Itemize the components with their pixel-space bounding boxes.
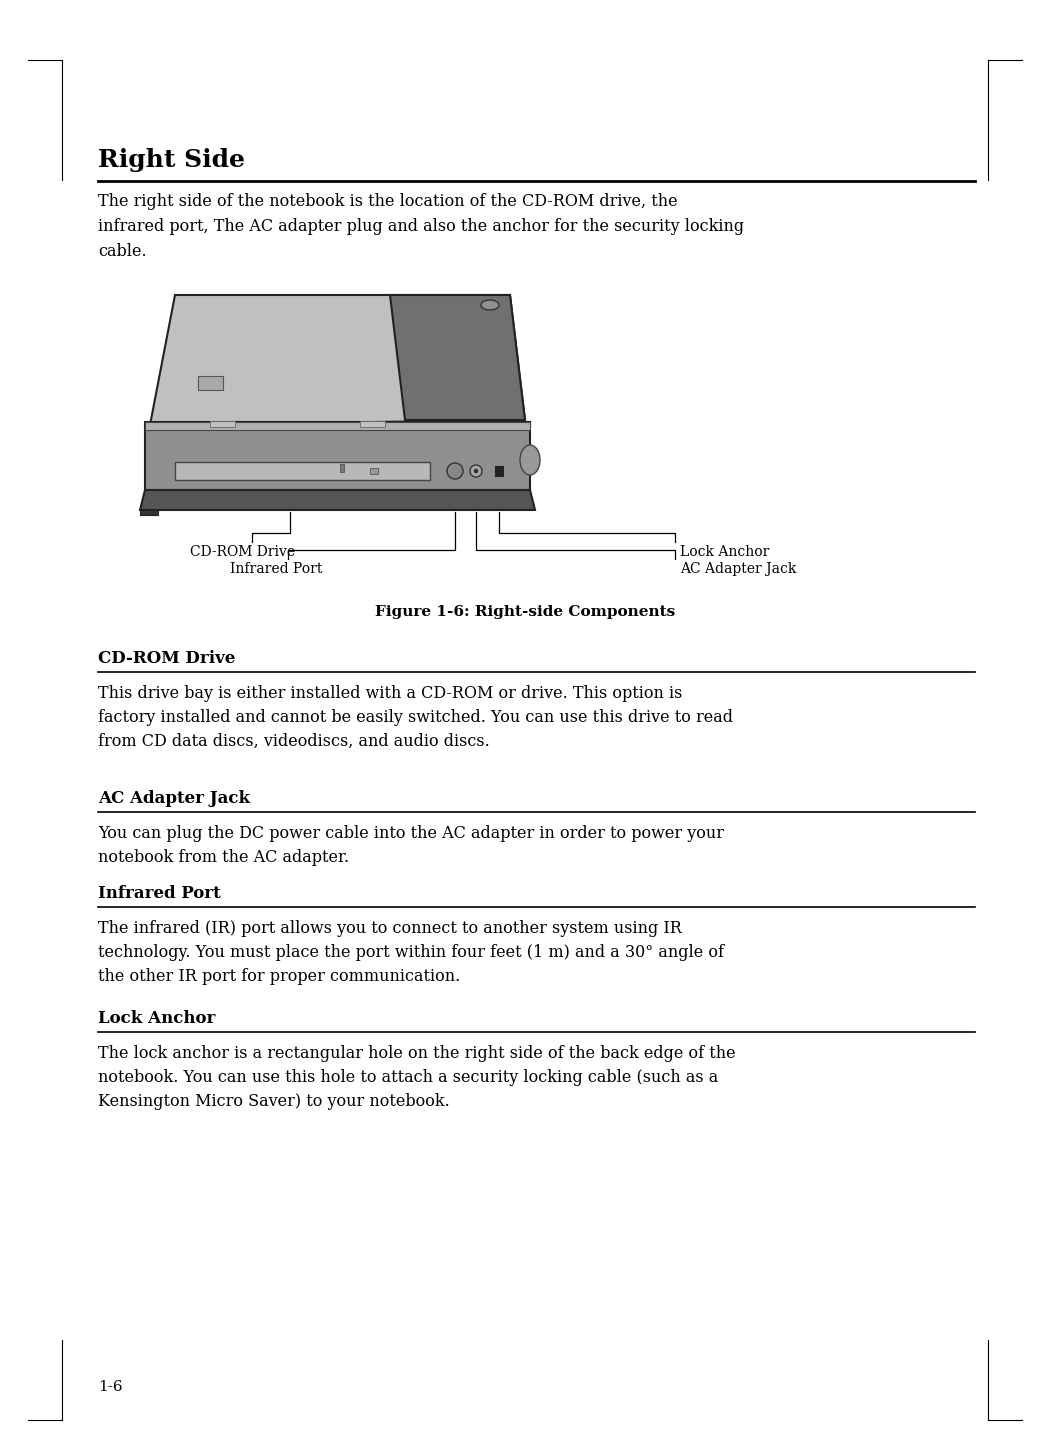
Bar [198,375,223,390]
Polygon shape [150,295,525,425]
Text: Infrared Port: Infrared Port [98,885,220,902]
Text: AC Adapter Jack: AC Adapter Jack [98,790,250,808]
Bar [140,511,158,515]
Text: Lock Anchor: Lock Anchor [98,1010,215,1027]
Bar [175,463,430,480]
Text: CD-ROM Drive: CD-ROM Drive [190,546,295,559]
Bar [495,466,503,476]
Text: The right side of the notebook is the location of the CD-ROM drive, the
infrared: The right side of the notebook is the lo… [98,194,744,259]
Text: The lock anchor is a rectangular hole on the right side of the back edge of the
: The lock anchor is a rectangular hole on… [98,1045,736,1110]
Text: CD-ROM Drive: CD-ROM Drive [98,650,235,666]
Bar [340,464,344,471]
Polygon shape [390,295,525,420]
Circle shape [447,463,463,479]
Bar [210,420,235,426]
Text: Infrared Port: Infrared Port [230,562,322,576]
Polygon shape [140,490,536,511]
Circle shape [470,466,482,477]
Bar [145,422,530,431]
Text: Lock Anchor: Lock Anchor [680,546,770,559]
Bar [370,469,378,474]
Text: Figure 1-6: Right-side Components: Figure 1-6: Right-side Components [375,605,675,618]
Bar [360,420,385,426]
Text: AC Adapter Jack: AC Adapter Jack [680,562,796,576]
Bar [145,422,530,490]
Ellipse shape [481,300,499,310]
Ellipse shape [520,445,540,474]
Text: The infrared (IR) port allows you to connect to another system using IR
technolo: The infrared (IR) port allows you to con… [98,920,724,985]
Text: Right Side: Right Side [98,148,245,172]
Text: 1-6: 1-6 [98,1379,123,1394]
Circle shape [474,469,478,473]
Text: This drive bay is either installed with a CD-ROM or drive. This option is
factor: This drive bay is either installed with … [98,685,733,751]
Text: You can plug the DC power cable into the AC adapter in order to power your
noteb: You can plug the DC power cable into the… [98,825,724,866]
